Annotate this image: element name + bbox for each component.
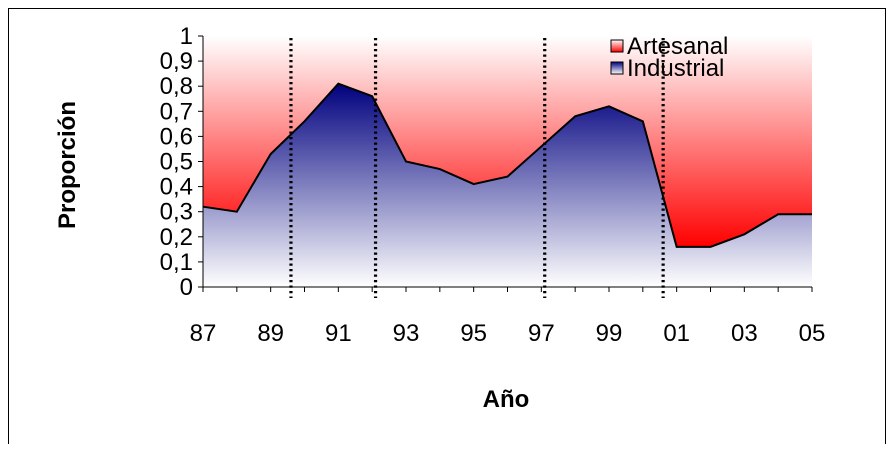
x-tick-label: 89 <box>257 320 284 347</box>
y-tick-label: 0,6 <box>160 123 193 150</box>
legend-label-industrial: Industrial <box>627 55 724 82</box>
x-tick-label: 87 <box>190 320 217 347</box>
legend-label-artesanal: Artesanal <box>627 33 728 60</box>
y-tick-label: 0,2 <box>160 224 193 251</box>
x-tick-label: 99 <box>596 320 623 347</box>
y-tick-label: 0,9 <box>160 48 193 75</box>
x-tick-label: 93 <box>393 320 420 347</box>
legend-swatch-industrial <box>610 61 624 75</box>
area-artesanal <box>203 36 812 247</box>
x-tick-label: 95 <box>460 320 487 347</box>
x-tick-label: 91 <box>325 320 352 347</box>
x-axis-title: Año <box>483 386 530 413</box>
legend-swatch-artesanal <box>610 39 624 53</box>
series-line-industrial <box>202 82 812 248</box>
y-tick-label: 1 <box>180 23 193 50</box>
y-axis-title: Proporción <box>54 101 81 229</box>
y-tick-label: 0 <box>180 274 193 301</box>
x-tick-label: 03 <box>731 320 758 347</box>
y-tick-label: 0,8 <box>160 73 193 100</box>
x-tick-label: 01 <box>663 320 690 347</box>
y-tick-label: 0,7 <box>160 98 193 125</box>
x-tick-label: 05 <box>799 320 826 347</box>
y-tick-label: 0,1 <box>160 249 193 276</box>
area-industrial <box>203 83 812 287</box>
chart-frame <box>8 8 886 444</box>
x-tick-label: 97 <box>528 320 555 347</box>
y-tick-label: 0,5 <box>160 149 193 176</box>
y-tick-label: 0,4 <box>160 174 193 201</box>
y-tick-label: 0,3 <box>160 199 193 226</box>
